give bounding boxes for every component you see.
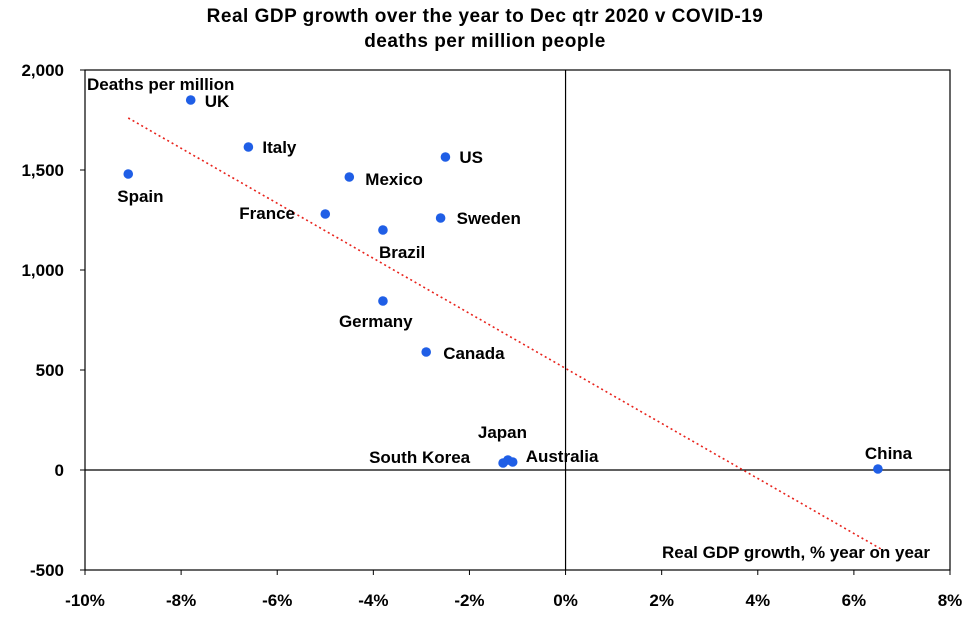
x-tick-label: -8% <box>166 591 196 610</box>
x-tick-label: 4% <box>745 591 770 610</box>
y-tick-label: 2,000 <box>21 61 64 80</box>
point-label-mexico: Mexico <box>365 170 423 189</box>
point-label-brazil: Brazil <box>379 243 425 262</box>
x-tick-label: -6% <box>262 591 292 610</box>
point-label-south-korea: South Korea <box>369 448 471 467</box>
point-label-uk: UK <box>205 92 230 111</box>
point-label-australia: Australia <box>526 447 599 466</box>
point-label-canada: Canada <box>443 344 505 363</box>
y-tick-label: 0 <box>55 461 64 480</box>
point-china <box>873 464 883 474</box>
y-tick-label: 1,500 <box>21 161 64 180</box>
y-tick-label: 1,000 <box>21 261 64 280</box>
point-label-spain: Spain <box>117 187 163 206</box>
point-south-korea <box>498 458 508 468</box>
point-italy <box>243 142 254 152</box>
point-germany <box>378 296 388 306</box>
point-mexico <box>344 172 355 182</box>
x-tick-label: -4% <box>358 591 388 610</box>
point-sweden <box>435 213 446 223</box>
point-spain <box>123 169 134 179</box>
x-tick-label: 8% <box>938 591 963 610</box>
trendline <box>127 117 884 551</box>
point-brazil <box>378 225 388 235</box>
x-tick-label: 0% <box>553 591 578 610</box>
x-tick-label: -10% <box>65 591 105 610</box>
y-axis-label: Deaths per million <box>87 75 234 94</box>
chart-title: Real GDP growth over the year to Dec qtr… <box>206 6 764 27</box>
point-label-france: France <box>239 204 295 223</box>
point-label-germany: Germany <box>339 312 413 331</box>
point-label-us: US <box>459 148 483 167</box>
point-uk <box>185 95 196 105</box>
x-tick-label: 6% <box>842 591 867 610</box>
point-australia <box>507 457 518 467</box>
plot-area <box>84 69 951 571</box>
point-france <box>320 209 331 219</box>
x-tick-label: -2% <box>454 591 484 610</box>
y-tick-label: -500 <box>30 561 64 580</box>
point-label-japan: Japan <box>478 423 527 442</box>
point-label-china: China <box>865 444 913 463</box>
point-canada <box>421 347 431 357</box>
point-us <box>440 152 451 162</box>
chart-subtitle: deaths per million people <box>364 31 606 52</box>
y-tick-label: 500 <box>36 361 64 380</box>
x-axis-label: Real GDP growth, % year on year <box>662 543 930 562</box>
point-label-sweden: Sweden <box>457 209 521 228</box>
x-tick-label: 2% <box>649 591 674 610</box>
point-label-italy: Italy <box>262 138 297 157</box>
